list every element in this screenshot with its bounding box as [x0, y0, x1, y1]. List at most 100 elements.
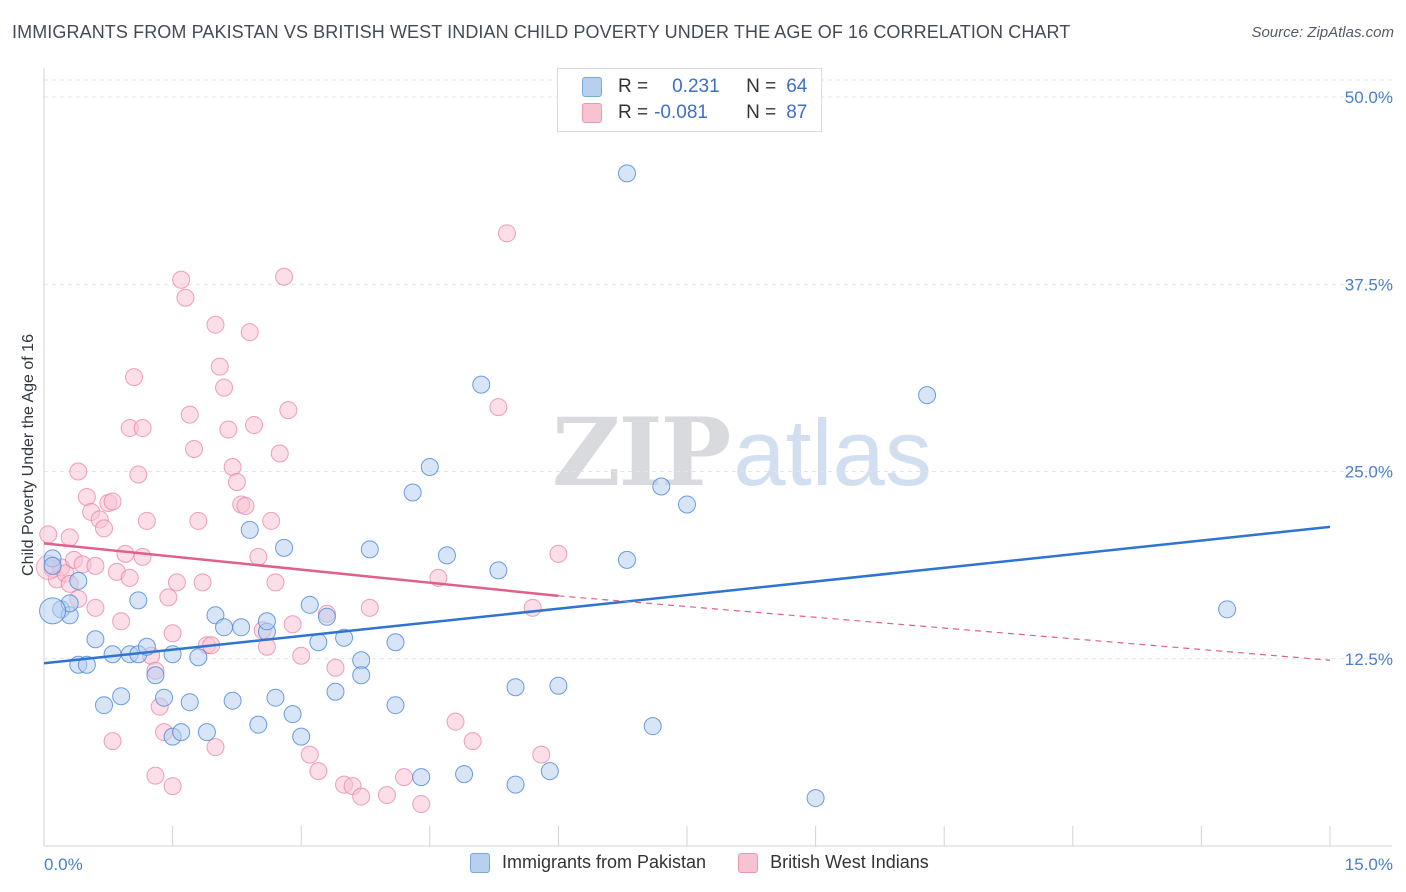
point-british-west-indians [103, 732, 122, 751]
point-british-west-indians [309, 762, 328, 781]
trend-line-pakistan [43, 525, 1331, 665]
point-immigrants-from-pakistan [540, 762, 559, 781]
point-immigrants-from-pakistan [283, 705, 302, 724]
x-tick-label: 15.0% [1345, 855, 1393, 874]
point-immigrants-from-pakistan [549, 676, 568, 695]
point-british-west-indians [116, 544, 135, 563]
point-immigrants-from-pakistan [352, 651, 371, 670]
point-british-west-indians [532, 745, 551, 764]
legend-row-british-west-indians: R = -0.081 N = 87 [582, 102, 807, 124]
tick-labels: 12.5% 25.0% 37.5% 50.0% 0.0% 15.0% [44, 88, 1393, 874]
gridlines [44, 79, 1392, 660]
point-immigrants-from-pakistan [266, 688, 285, 707]
point-british-west-indians [125, 368, 144, 387]
point-british-west-indians [275, 267, 294, 286]
point-british-west-indians [112, 612, 131, 631]
legend-item-british-west-indians[interactable]: British West Indians [738, 852, 929, 873]
chart-source: Source: ZipAtlas.com [1251, 24, 1394, 41]
series-british-west-indians [35, 224, 568, 814]
point-british-west-indians [86, 598, 105, 617]
trend-lines [43, 525, 1331, 665]
point-british-west-indians [549, 544, 568, 563]
legend-label: Immigrants from Pakistan [502, 852, 707, 872]
point-british-west-indians [60, 528, 79, 547]
point-immigrants-from-pakistan [86, 630, 105, 649]
legend-label: British West Indians [770, 852, 929, 872]
point-british-west-indians [103, 492, 122, 511]
point-immigrants-from-pakistan [223, 691, 242, 710]
point-immigrants-from-pakistan [335, 628, 354, 647]
point-british-west-indians [95, 519, 114, 538]
correlation-legend: R = 0.231 N = 64 R = -0.081 N = 87 [557, 68, 822, 132]
point-immigrants-from-pakistan [300, 595, 319, 614]
point-immigrants-from-pakistan [189, 648, 208, 667]
point-british-west-indians [129, 465, 148, 484]
point-immigrants-from-pakistan [240, 520, 259, 539]
point-immigrants-from-pakistan [806, 789, 825, 808]
r-value: -0.081 [654, 102, 708, 123]
point-british-west-indians [133, 419, 152, 438]
point-immigrants-from-pakistan [412, 768, 431, 787]
watermark-atlas: atlas [733, 400, 932, 505]
point-british-west-indians [300, 745, 319, 764]
point-british-west-indians [206, 315, 225, 334]
point-immigrants-from-pakistan [360, 540, 379, 559]
x-tick-label: 0.0% [44, 855, 83, 874]
y-axis-title: Child Poverty Under the Age of 16 [20, 334, 37, 576]
point-immigrants-from-pakistan [232, 618, 251, 637]
point-british-west-indians [146, 766, 165, 785]
point-british-west-indians [180, 405, 199, 424]
point-british-west-indians [236, 496, 255, 515]
point-british-west-indians [497, 224, 516, 243]
point-british-west-indians [86, 556, 105, 575]
point-british-west-indians [283, 615, 302, 634]
series-legend: Immigrants from Pakistan British West In… [470, 852, 961, 873]
point-immigrants-from-pakistan [69, 571, 88, 590]
point-immigrants-from-pakistan [386, 696, 405, 715]
n-label: N = [746, 76, 777, 97]
point-immigrants-from-pakistan [403, 483, 422, 502]
point-british-west-indians [489, 398, 508, 417]
point-british-west-indians [446, 712, 465, 731]
y-tick-label: 25.0% [1345, 463, 1393, 482]
point-british-west-indians [240, 323, 259, 342]
point-british-west-indians [189, 511, 208, 530]
point-british-west-indians [137, 511, 156, 530]
point-immigrants-from-pakistan [643, 717, 662, 736]
point-immigrants-from-pakistan [155, 688, 174, 707]
series-immigrants-from-pakistan [39, 164, 1237, 808]
point-immigrants-from-pakistan [215, 618, 234, 637]
point-immigrants-from-pakistan [326, 682, 345, 701]
point-british-west-indians [69, 462, 88, 481]
point-british-west-indians [39, 525, 58, 544]
point-immigrants-from-pakistan [617, 164, 636, 183]
point-immigrants-from-pakistan [506, 775, 525, 794]
point-british-west-indians [210, 357, 229, 376]
point-immigrants-from-pakistan [352, 666, 371, 685]
watermark-zip: ZIP [552, 398, 731, 508]
point-immigrants-from-pakistan [455, 765, 474, 784]
point-british-west-indians [523, 598, 542, 617]
trend-line-british-west-indians [43, 542, 559, 598]
point-british-west-indians [326, 658, 345, 677]
point-immigrants-from-pakistan [39, 597, 67, 625]
point-immigrants-from-pakistan [43, 556, 62, 575]
point-british-west-indians [185, 440, 204, 459]
point-immigrants-from-pakistan [386, 633, 405, 652]
point-immigrants-from-pakistan [172, 723, 191, 742]
point-british-west-indians [219, 420, 238, 439]
point-british-west-indians [395, 768, 414, 787]
r-value: 0.231 [672, 76, 720, 97]
point-british-west-indians [77, 487, 96, 506]
legend-item-pakistan[interactable]: Immigrants from Pakistan [470, 852, 706, 873]
point-british-west-indians [176, 288, 195, 307]
point-immigrants-from-pakistan [420, 458, 439, 477]
point-british-west-indians [167, 573, 186, 592]
n-label: N = [746, 102, 777, 123]
point-british-west-indians [292, 646, 311, 665]
point-british-west-indians [249, 547, 268, 566]
point-immigrants-from-pakistan [472, 375, 491, 394]
point-immigrants-from-pakistan [275, 538, 294, 557]
point-british-west-indians [270, 444, 289, 463]
